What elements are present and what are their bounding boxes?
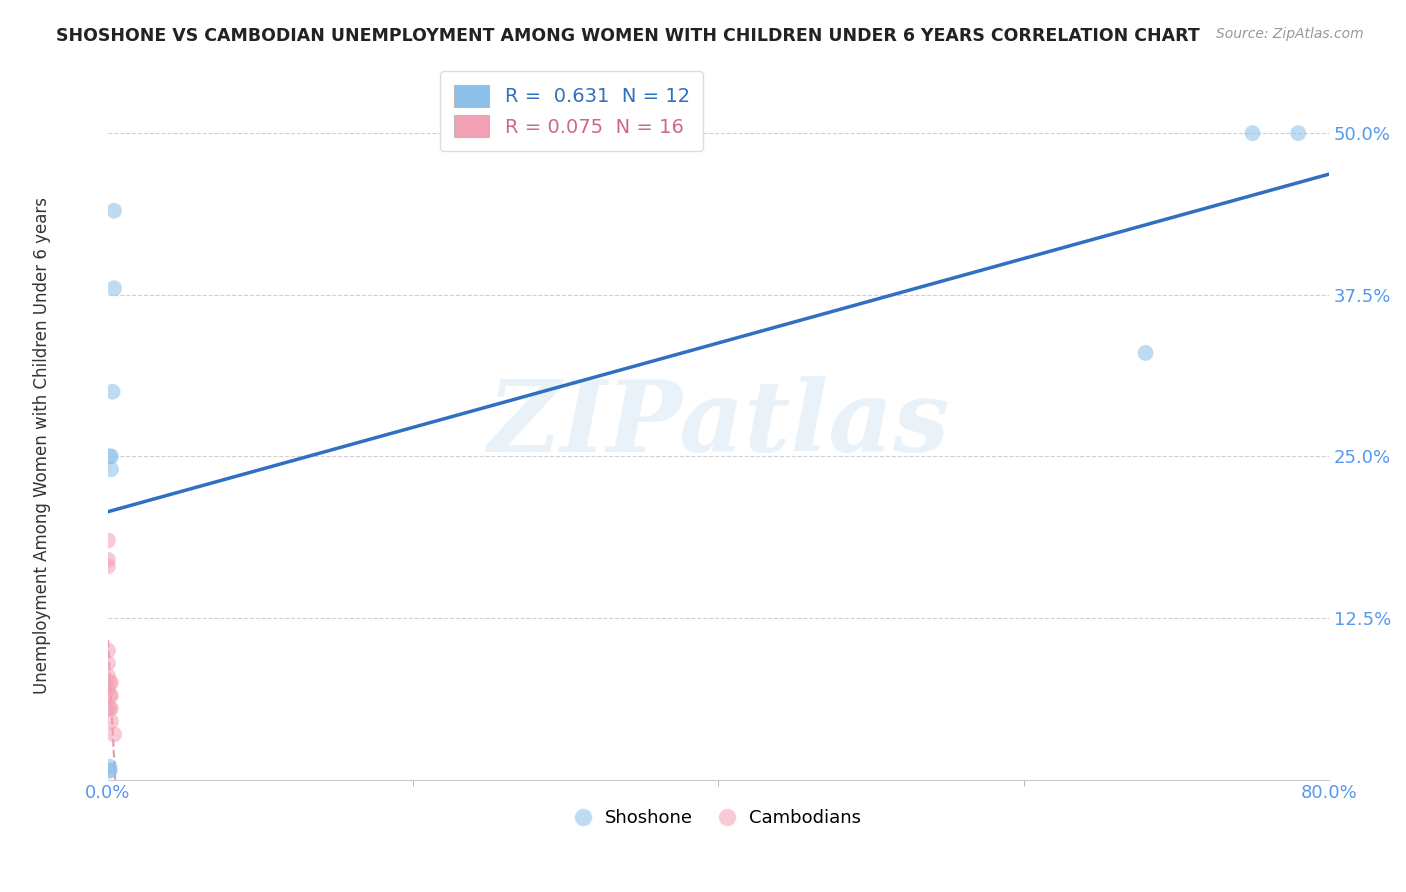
- Point: [100, 701, 122, 715]
- Point: [1286, 126, 1309, 140]
- Text: Unemployment Among Women with Children Under 6 years: Unemployment Among Women with Children U…: [34, 197, 51, 695]
- Point: [98, 764, 121, 778]
- Point: [98, 760, 121, 774]
- Point: [98, 450, 121, 464]
- Point: [97, 559, 120, 574]
- Point: [1135, 346, 1157, 360]
- Legend: Shoshone, Cambodians: Shoshone, Cambodians: [568, 802, 868, 835]
- Point: [100, 689, 122, 703]
- Point: [98, 701, 121, 715]
- Point: [101, 384, 124, 399]
- Point: [97, 682, 120, 697]
- Point: [97, 669, 120, 683]
- Text: ZIPatlas: ZIPatlas: [488, 376, 949, 473]
- Text: Source: ZipAtlas.com: Source: ZipAtlas.com: [1216, 27, 1364, 41]
- Point: [98, 675, 121, 690]
- Point: [103, 727, 125, 741]
- Point: [97, 701, 120, 715]
- Point: [100, 450, 122, 464]
- Text: SHOSHONE VS CAMBODIAN UNEMPLOYMENT AMONG WOMEN WITH CHILDREN UNDER 6 YEARS CORRE: SHOSHONE VS CAMBODIAN UNEMPLOYMENT AMONG…: [56, 27, 1199, 45]
- Point: [97, 657, 120, 671]
- Point: [100, 462, 122, 476]
- Point: [98, 764, 121, 778]
- Point: [103, 203, 125, 218]
- Point: [97, 553, 120, 567]
- Point: [100, 714, 122, 729]
- Point: [97, 643, 120, 657]
- Point: [1241, 126, 1264, 140]
- Point: [97, 533, 120, 548]
- Point: [103, 281, 125, 295]
- Point: [100, 675, 122, 690]
- Point: [98, 689, 121, 703]
